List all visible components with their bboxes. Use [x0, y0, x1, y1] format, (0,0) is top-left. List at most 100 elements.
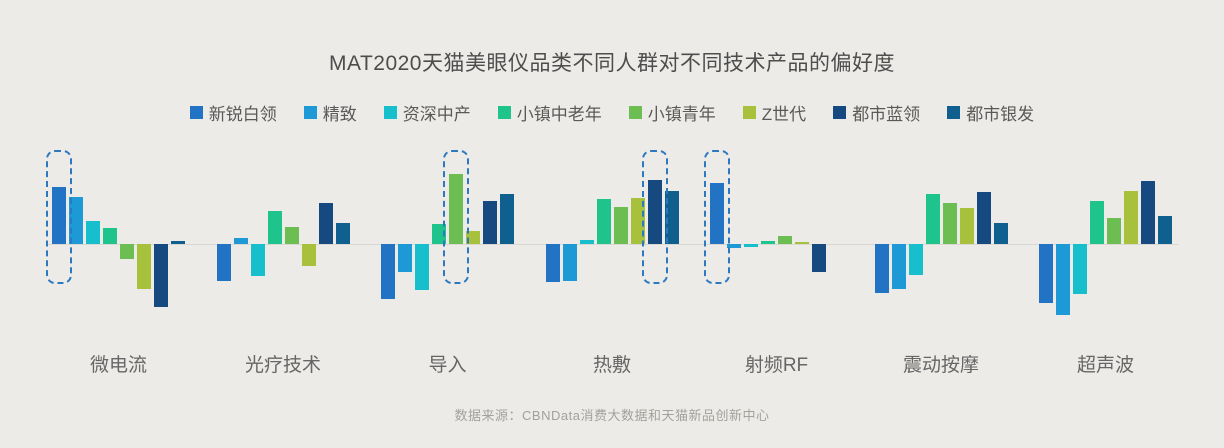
legend-item-7: 都市蓝领	[833, 100, 920, 125]
bar	[545, 244, 560, 282]
bar	[1124, 191, 1138, 244]
highlight-box	[443, 150, 469, 284]
bar	[1056, 244, 1070, 315]
bar	[233, 238, 248, 244]
bar-groups	[46, 150, 1172, 330]
bar	[86, 221, 100, 244]
bar	[381, 244, 395, 299]
bar	[630, 198, 645, 244]
bar	[1073, 244, 1087, 294]
bar	[812, 244, 826, 272]
source-note: 数据来源：CBNData消费大数据和天猫新品创新中心	[454, 408, 770, 423]
legend-swatch-icon	[497, 106, 511, 119]
bar-group	[545, 150, 679, 330]
legend-label: 小镇中老年	[516, 105, 602, 124]
bar	[647, 180, 662, 244]
bar-group	[874, 150, 1008, 330]
bar	[301, 244, 316, 266]
bar	[1039, 244, 1053, 303]
x-axis-label: 光疗技术	[244, 355, 321, 376]
bar	[744, 244, 758, 247]
bar	[52, 187, 66, 244]
legend: 新锐白领 精致 资深中产 小镇中老年 小镇青年 Z世代 都市蓝领 都市银发	[0, 100, 1224, 125]
bar	[993, 223, 1008, 244]
legend-item-2: 精致	[303, 100, 357, 125]
legend-item-6: Z世代	[742, 100, 807, 125]
bar	[908, 244, 923, 275]
bar	[959, 208, 974, 244]
bar	[466, 231, 480, 244]
legend-swatch-icon	[303, 106, 317, 119]
x-axis-label: 震动按摩	[902, 355, 979, 376]
legend-item-4: 小镇中老年	[497, 100, 602, 125]
legend-label: 新锐白领	[208, 105, 277, 124]
legend-swatch-icon	[947, 106, 961, 119]
legend-item-8: 都市银发	[947, 100, 1034, 125]
bar	[942, 203, 957, 244]
highlight-box	[704, 150, 730, 284]
legend-label: 精致	[322, 105, 357, 124]
bar	[925, 194, 940, 244]
legend-label: 资深中产	[402, 105, 471, 124]
bar	[137, 244, 151, 289]
bar	[710, 183, 724, 244]
legend-item-1: 新锐白领	[189, 100, 277, 125]
bar	[103, 228, 117, 244]
legend-item-3: 资深中产	[383, 100, 471, 125]
legend-swatch-icon	[189, 106, 203, 119]
bar	[171, 241, 185, 244]
bar	[1141, 181, 1155, 244]
legend-label: Z世代	[761, 105, 807, 124]
bar-group	[46, 150, 185, 330]
bar	[1107, 218, 1121, 244]
legend-label: 都市蓝领	[852, 105, 921, 124]
legend-swatch-icon	[383, 106, 397, 119]
legend-item-5: 小镇青年	[628, 100, 716, 125]
bar	[284, 227, 299, 244]
x-axis-label: 超声波	[1076, 355, 1134, 376]
bar	[664, 191, 679, 244]
bar	[727, 244, 741, 248]
bar-group	[381, 150, 514, 330]
bar	[1158, 216, 1172, 244]
bar	[120, 244, 134, 259]
legend-label: 小镇青年	[647, 105, 716, 124]
bar	[335, 223, 350, 244]
x-axis-label: 导入	[428, 355, 467, 376]
bar	[415, 244, 429, 290]
bar	[500, 194, 514, 244]
x-axis-labels: 微电流 光疗技术 导入 热敷 射频RF 震动按摩 超声波	[52, 350, 1172, 377]
bar	[613, 207, 628, 244]
bar	[874, 244, 889, 293]
bar	[398, 244, 412, 272]
bar	[596, 199, 611, 244]
bar	[69, 197, 83, 244]
x-axis-label: 射频RF	[744, 355, 809, 376]
bar	[891, 244, 906, 289]
bar	[579, 240, 594, 244]
x-axis-label: 微电流	[89, 355, 147, 376]
bar	[795, 242, 809, 244]
x-axis-label: 热敷	[592, 355, 631, 376]
bar	[562, 244, 577, 281]
legend-label: 都市银发	[966, 105, 1035, 124]
chart-title: MAT2020天猫美眼仪品类不同人群对不同技术产品的偏好度	[329, 52, 895, 75]
bar	[267, 211, 282, 244]
bar	[432, 224, 446, 244]
axis-baseline	[46, 244, 1178, 245]
highlight-box	[46, 150, 72, 284]
bar-group	[1039, 150, 1172, 330]
bar	[976, 192, 991, 244]
bar	[250, 244, 265, 276]
bar-group	[216, 150, 350, 330]
bar	[449, 174, 463, 244]
bar	[216, 244, 231, 281]
chart	[46, 150, 1178, 330]
legend-swatch-icon	[833, 106, 847, 119]
bar	[154, 244, 168, 307]
bar	[778, 236, 792, 244]
bar	[483, 201, 497, 244]
bar	[318, 203, 333, 244]
highlight-box	[641, 150, 668, 284]
